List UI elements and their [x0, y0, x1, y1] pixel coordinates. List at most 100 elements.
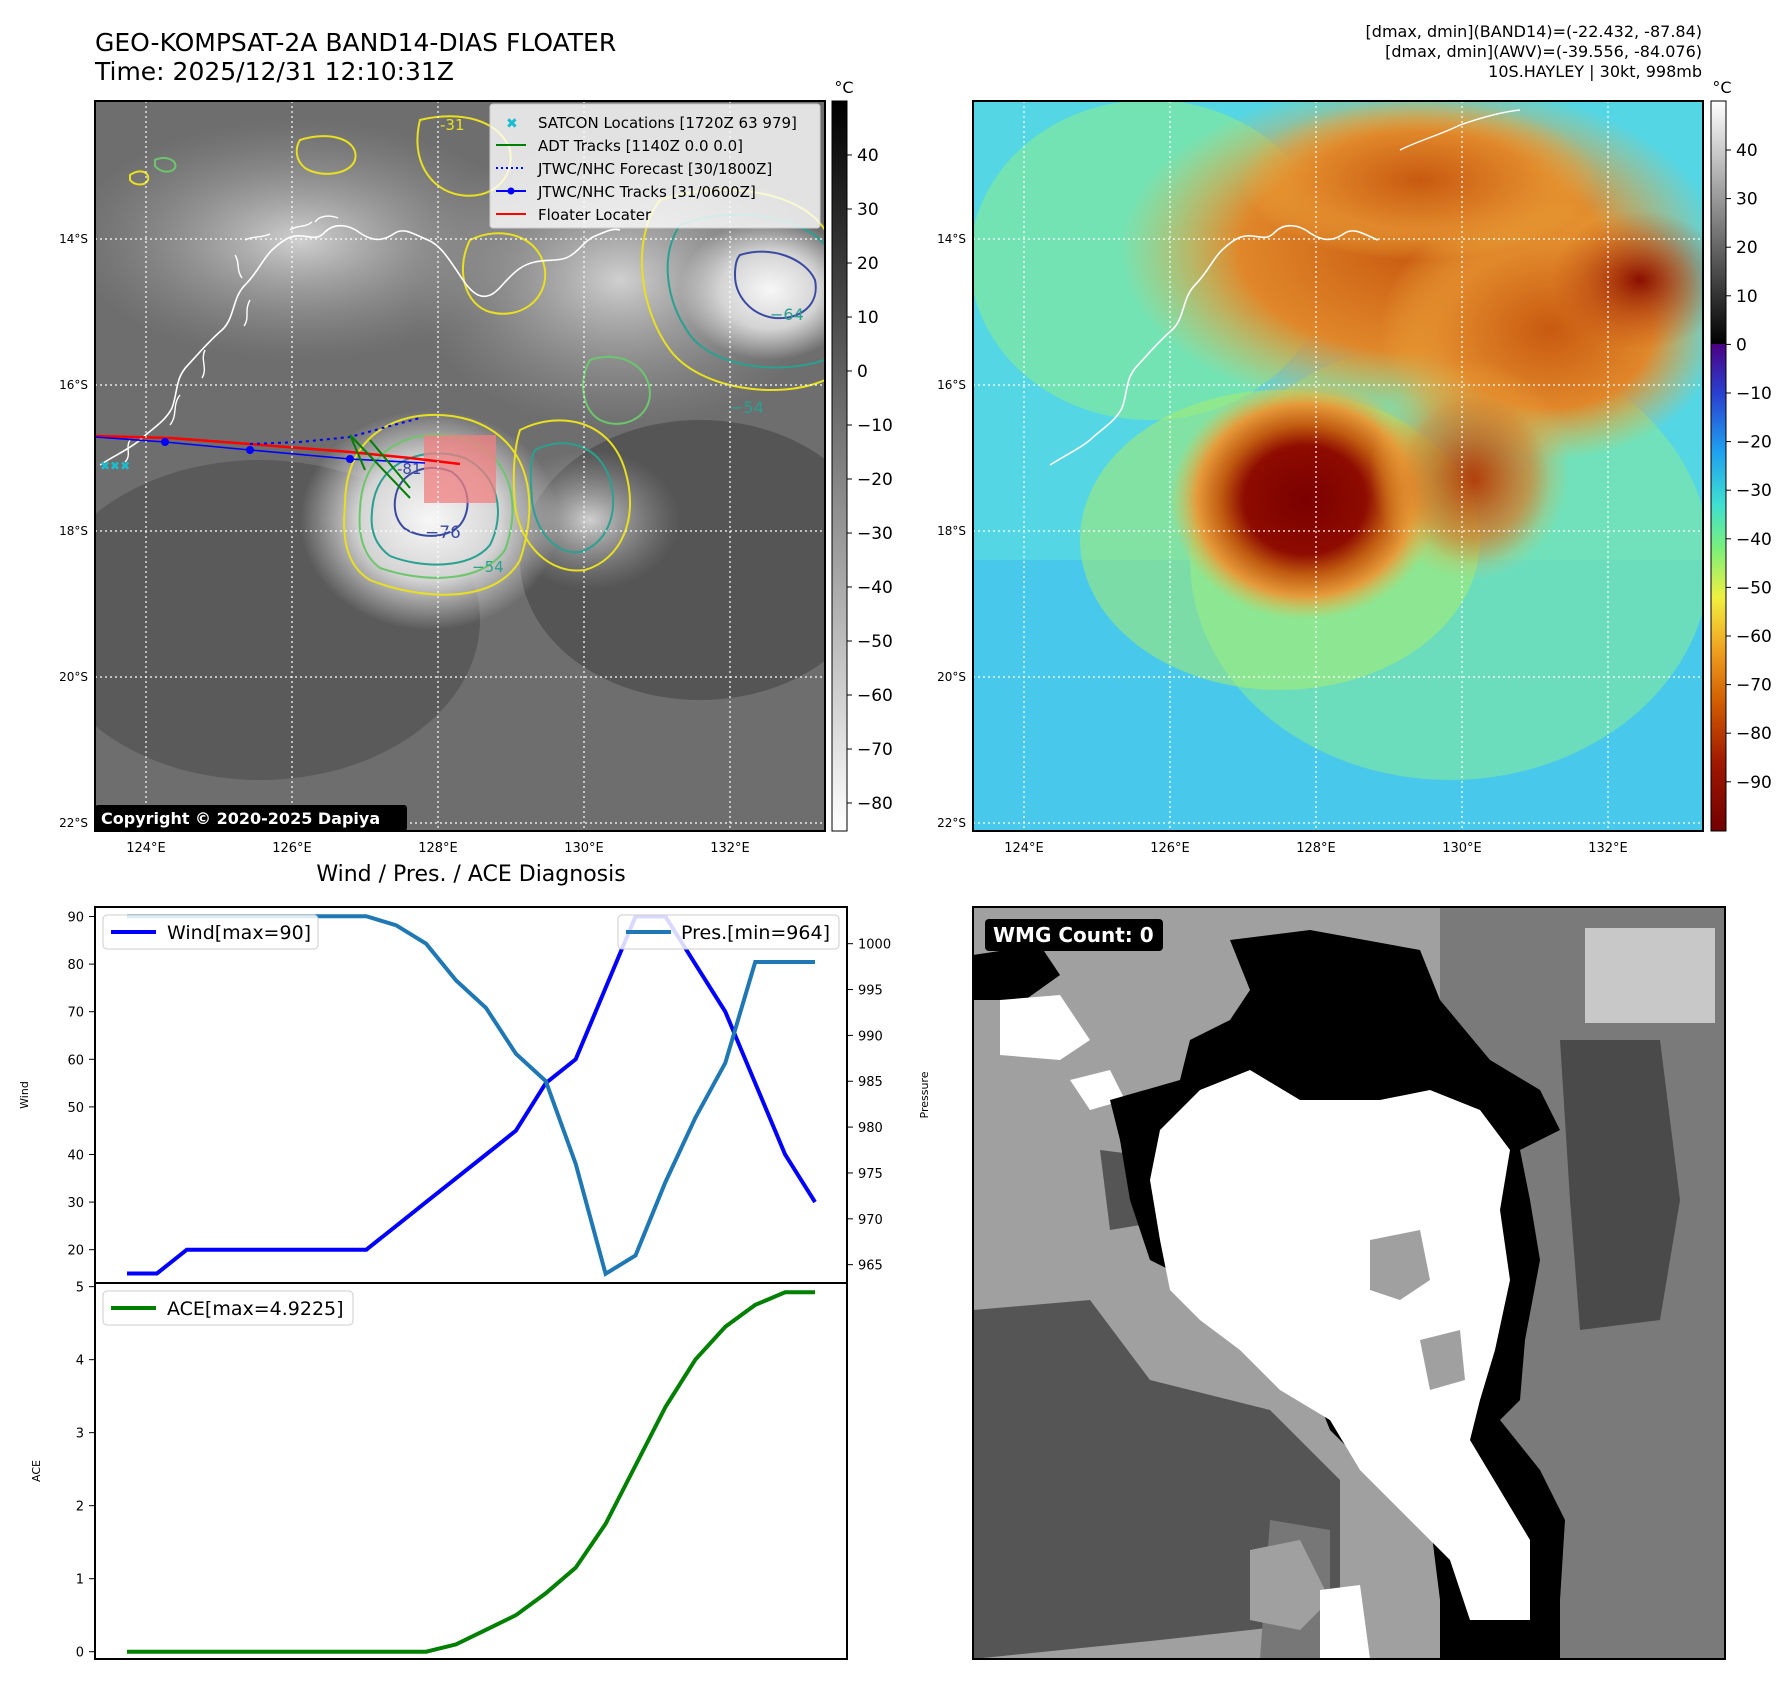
lat-label: 16°S	[59, 378, 88, 392]
diagnosis-title: Wind / Pres. / ACE Diagnosis	[316, 862, 626, 887]
contour-label: −76	[425, 523, 461, 543]
colorbar-tick-label: −40	[1736, 530, 1772, 550]
lon-label: 126°E	[272, 841, 312, 856]
copyright-text: Copyright © 2020-2025 Dapiya	[101, 809, 380, 828]
lat-label: 20°S	[59, 670, 88, 684]
wmg-panel: WMG Count: 0	[972, 906, 1726, 1660]
contour-label: -31	[440, 116, 465, 134]
legend-label: ADT Tracks [1140Z 0.0 0.0]	[538, 137, 743, 155]
y-tick-label: 50	[67, 1101, 84, 1116]
awv-imagery	[973, 101, 1703, 831]
colorbar-tick-label: −80	[1736, 724, 1772, 744]
lat-label: 22°S	[59, 816, 88, 830]
y-tick-label: 965	[858, 1259, 883, 1274]
y-tick-label: 20	[67, 1244, 84, 1259]
wind-legend: Wind[max=90]	[102, 914, 319, 950]
colorbar-tick-label: −10	[1736, 384, 1772, 404]
legend-label: Floater Locater	[538, 206, 652, 224]
storm-info: [dmax, dmin](BAND14)=(-22.432, -87.84) […	[1366, 22, 1702, 82]
y-tick-label: 980	[858, 1121, 883, 1136]
legend-label: SATCON Locations [1720Z 63 979]	[538, 114, 797, 132]
info-line-3: 10S.HAYLEY | 30kt, 998mb	[1488, 62, 1702, 81]
y-tick-label: 970	[858, 1213, 883, 1228]
colorbar-unit: °C	[834, 78, 853, 97]
colorbar-tick-label: −50	[857, 632, 893, 652]
wind-legend-label: Wind[max=90]	[167, 922, 311, 944]
colorbar-tick-label: −70	[857, 740, 893, 760]
colorbar-tick-label: 20	[857, 254, 879, 274]
jtwc-track-point	[246, 446, 254, 454]
colorbar-tick-label: 10	[1736, 287, 1758, 307]
satcon-locations: ✖✖✖	[100, 459, 130, 473]
lat-label: 18°S	[937, 524, 966, 538]
jtwc-track-point	[346, 455, 354, 463]
ace-axes	[94, 1282, 848, 1660]
contour-label: −64	[770, 305, 804, 324]
title-line-2: Time: 2025/12/31 12:10:31Z	[95, 57, 454, 86]
satcon-legend-icon: ✖	[506, 116, 518, 132]
y-tick-label: 4	[76, 1354, 84, 1369]
wmg-count-label: WMG Count: 0	[993, 923, 1154, 947]
colorbar-tick-label: 0	[1736, 335, 1747, 355]
colorbar-tick-label: −80	[857, 794, 893, 814]
wind-axis-label: Wind	[18, 1081, 31, 1109]
ace-series-line	[127, 1290, 815, 1654]
y-tick-label: 995	[858, 984, 883, 999]
svg-text:✖✖✖: ✖✖✖	[100, 459, 130, 473]
colorbar-tick-label: 10	[857, 308, 879, 328]
lon-label: 124°E	[1004, 841, 1044, 856]
y-tick-label: 40	[67, 1148, 84, 1163]
ace-legend-label: ACE[max=4.9225]	[167, 1298, 344, 1320]
wind-series-line	[127, 914, 817, 1276]
ir-map-panel: ✖✖✖ -31 −64 −54 −76 −54 -81 ✖ SATCON	[59, 100, 826, 856]
y-tick-label: 1	[76, 1573, 84, 1588]
legend-label: JTWC/NHC Tracks [31/0600Z]	[537, 183, 756, 201]
lat-label: 16°S	[937, 378, 966, 392]
info-line-2: [dmax, dmin](AWV)=(-39.556, -84.076)	[1385, 42, 1702, 61]
lon-label: 128°E	[1296, 841, 1336, 856]
lat-label: 14°S	[59, 232, 88, 246]
colorbar-tick-label: −20	[857, 470, 893, 490]
lat-label: 20°S	[937, 670, 966, 684]
colorbar-tick-label: 30	[857, 200, 879, 220]
y-tick-label: 80	[67, 958, 84, 973]
lon-label: 124°E	[126, 841, 166, 856]
colorbar-tick-label: −90	[1736, 773, 1772, 793]
colorbar-tick-label: −20	[1736, 433, 1772, 453]
lon-label: 132°E	[1588, 841, 1628, 856]
lon-label: 130°E	[1442, 841, 1482, 856]
ace-axis-label: ACE	[30, 1460, 43, 1482]
colorbar-tick-label: 0	[857, 362, 868, 382]
y-tick-label: 3	[76, 1427, 84, 1442]
contour-label: -81	[397, 460, 422, 478]
ir-imagery: ✖✖✖ -31 −64 −54 −76 −54 -81 ✖ SATCON	[95, 101, 825, 831]
adt-track	[349, 434, 411, 499]
wind-pres-axes	[94, 906, 848, 1284]
contour-label: −54	[730, 398, 764, 417]
wmg-imagery	[973, 907, 1725, 1659]
title-line-1: GEO-KOMPSAT-2A BAND14-DIAS FLOATER	[95, 28, 617, 57]
pressure-legend: Pres.[min=964]	[617, 914, 840, 950]
y-tick-label: 30	[67, 1196, 84, 1211]
colorbar-unit: °C	[1712, 78, 1731, 97]
ace-legend: ACE[max=4.9225]	[102, 1290, 354, 1326]
map-legend: ✖ SATCON Locations [1720Z 63 979] ADT Tr…	[489, 103, 821, 229]
floater-locater-track	[95, 434, 461, 466]
colorbar-tick-label: 30	[1736, 190, 1758, 210]
floater-box	[424, 435, 496, 503]
awv-map-panel: 14°S 16°S 18°S 20°S 22°S 124°E 126°E 128…	[937, 100, 1704, 856]
y-tick-label: 0	[76, 1646, 84, 1661]
colorbar-tick-label: −10	[857, 416, 893, 436]
y-tick-label: 2	[76, 1500, 84, 1515]
ir-lon-labels: 124°E 126°E 128°E 130°E 132°E	[126, 841, 750, 856]
legend-label: JTWC/NHC Forecast [30/1800Z]	[537, 160, 772, 178]
y-tick-label: 60	[67, 1053, 84, 1068]
colorbar-tick-label: −70	[1736, 676, 1772, 696]
y-tick-label: 90	[67, 911, 84, 926]
ir-lat-labels: 14°S 16°S 18°S 20°S 22°S	[59, 232, 88, 830]
awv-lon-labels: 124°E 126°E 128°E 130°E 132°E	[1004, 841, 1628, 856]
colorbar-tick-label: −50	[1736, 578, 1772, 598]
pressure-axis-label: Pressure	[918, 1071, 931, 1118]
